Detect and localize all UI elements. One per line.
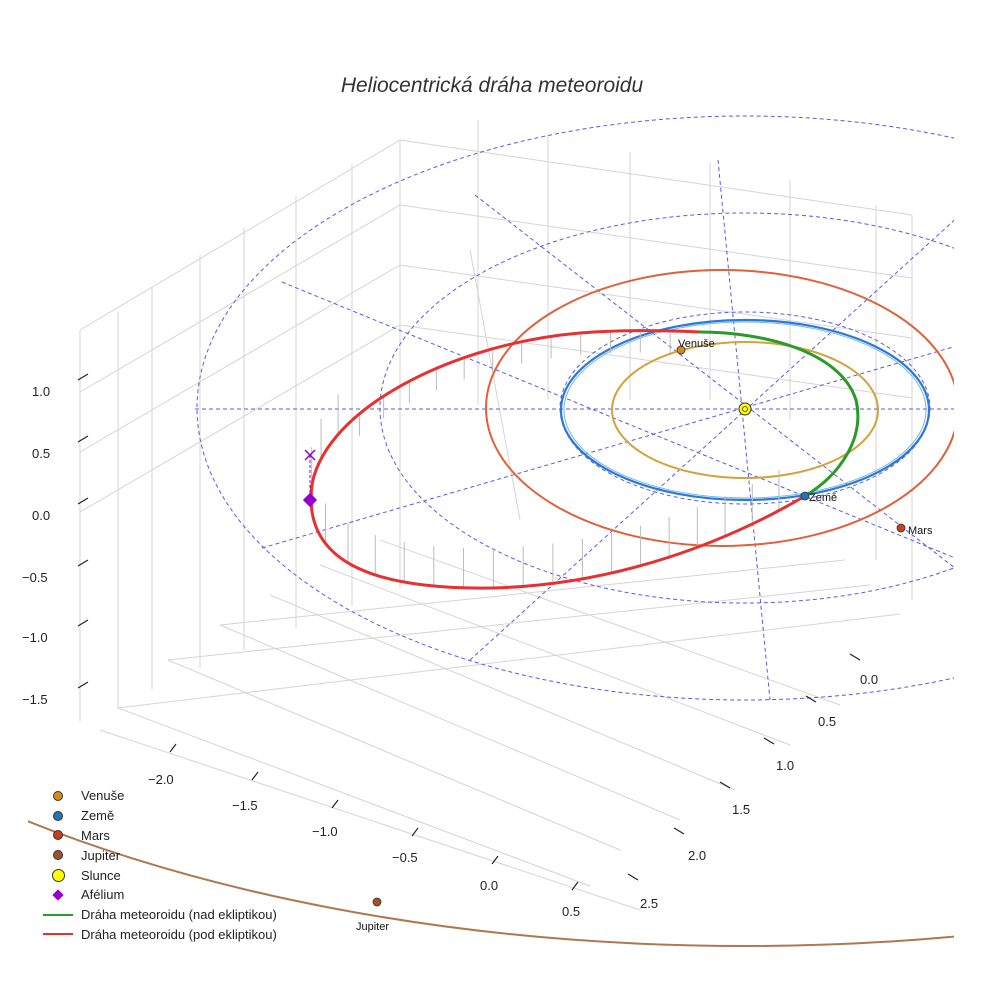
meteoroid-orbit — [309, 329, 860, 590]
legend-item: Venuše — [40, 786, 360, 806]
x-tick-label: −1.5 — [232, 798, 258, 813]
legend-item: Afélium — [40, 885, 360, 905]
y-tick-label: 2.5 — [640, 896, 658, 911]
legend-marker — [40, 887, 76, 903]
sun-marker — [738, 402, 752, 416]
chart-title: Heliocentrická dráha meteoroidu — [340, 74, 644, 97]
legend-item: Jupiter — [40, 845, 360, 865]
aphelion-projection-marker — [304, 449, 316, 461]
legend-item: Mars — [40, 826, 360, 846]
x-tick-label: 0.5 — [562, 904, 580, 919]
jupiter-marker — [372, 897, 382, 907]
legend-marker — [40, 808, 76, 824]
orbit-earth — [559, 318, 931, 502]
z-tick-label: 1.0 — [32, 384, 50, 399]
orbit-mars — [485, 269, 954, 547]
legend-label: Slunce — [81, 867, 121, 883]
x-tick-label: −0.5 — [392, 850, 418, 865]
ecliptic-reference-grid — [195, 115, 954, 701]
legend-marker — [40, 788, 76, 804]
aphelion-marker — [302, 492, 318, 508]
x-tick-label: 0.0 — [480, 878, 498, 893]
y-tick-label: 1.5 — [732, 802, 750, 817]
venus-marker — [676, 345, 686, 355]
x-tick-label: −1.0 — [312, 824, 338, 839]
legend-label: Dráha meteoroidu (pod ekliptikou) — [81, 926, 277, 942]
y-tick-label: 0.5 — [818, 714, 836, 729]
axes-grid — [79, 120, 913, 911]
orbit-jupiter — [28, 820, 954, 947]
legend-item: Dráha meteoroidu (pod ekliptikou) — [40, 925, 360, 945]
markers: Venuše Země Mars Jupiter — [302, 338, 933, 933]
planet-orbits — [28, 269, 954, 947]
y-tick-label: 0.0 — [860, 672, 878, 687]
z-tick-label: 0.5 — [32, 446, 50, 461]
series-below-ecliptic — [309, 329, 806, 590]
z-tick-labels: 1.0 0.5 0.0 −0.5 −1.0 −1.5 — [22, 384, 50, 707]
x-tick-labels: −2.0 −1.5 −1.0 −0.5 0.0 0.5 — [148, 772, 580, 919]
legend-marker — [40, 867, 76, 883]
z-axis — [77, 373, 89, 689]
y-axis — [627, 653, 861, 881]
legend: Venuše Země Mars Jupiter Slunce Afélium Dráha … — [40, 786, 360, 944]
legend-label: Dráha meteoroidu (nad ekliptikou) — [81, 907, 277, 923]
earth-marker — [800, 491, 810, 501]
legend-label: Afélium — [81, 887, 125, 903]
mars-label: Mars — [908, 525, 933, 537]
x-tick-label: −2.0 — [148, 772, 174, 787]
z-tick-label: −1.0 — [22, 630, 48, 645]
z-tick-label: −0.5 — [22, 570, 48, 585]
legend-label: Země — [81, 808, 115, 824]
mars-marker — [896, 523, 906, 533]
y-tick-label: 1.0 — [776, 758, 794, 773]
orbit-venus — [611, 341, 879, 479]
legend-label: Jupiter — [81, 847, 121, 863]
legend-item: Slunce — [40, 865, 360, 885]
x-axis — [169, 743, 579, 891]
legend-marker — [40, 907, 76, 923]
y-tick-label: 2.0 — [688, 848, 706, 863]
legend-label: Venuše — [81, 788, 125, 804]
series-above-ecliptic — [699, 330, 860, 498]
legend-item: Země — [40, 806, 360, 826]
legend-label: Mars — [81, 827, 110, 843]
jupiter-label: Jupiter — [356, 921, 389, 933]
venus-label: Venuše — [678, 338, 715, 350]
legend-marker — [40, 926, 76, 942]
y-tick-labels: 0.0 0.5 1.0 1.5 2.0 2.5 — [640, 672, 878, 911]
z-tick-label: 0.0 — [32, 508, 50, 523]
z-tick-label: −1.5 — [22, 692, 48, 707]
legend-marker — [40, 847, 76, 863]
legend-item: Dráha meteoroidu (nad ekliptikou) — [40, 905, 360, 925]
legend-marker — [40, 827, 76, 843]
earth-label: Země — [809, 492, 837, 504]
